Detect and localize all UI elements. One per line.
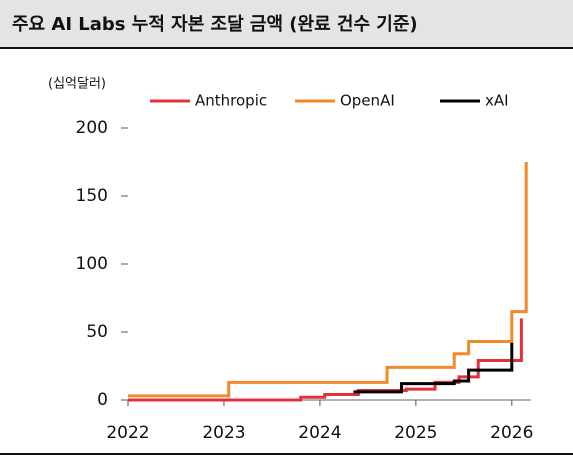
x-tick-label: 2023 <box>202 423 245 443</box>
step-line <box>353 342 514 394</box>
x-tick-label: 2025 <box>394 423 437 443</box>
y-tick-label: 100 <box>76 254 108 274</box>
legend-label: xAI <box>485 92 509 110</box>
y-tick-label: 200 <box>76 118 108 138</box>
title-bar <box>0 0 573 47</box>
legend-label: Anthropic <box>195 92 267 110</box>
y-tick-label: 0 <box>97 390 108 410</box>
chart-title: 주요 AI Labs 누적 자본 조달 금액 (완료 건수 기준) <box>12 14 418 35</box>
y-tick-label: 150 <box>76 186 108 206</box>
step-line <box>128 162 528 398</box>
x-tick-label: 2026 <box>490 423 533 443</box>
x-tick-label: 2022 <box>106 423 149 443</box>
legend-label: OpenAI <box>340 92 395 110</box>
x-tick-label: 2024 <box>298 423 341 443</box>
y-axis-label: (십억달러) <box>48 77 106 92</box>
step-line <box>128 318 523 402</box>
y-tick-label: 50 <box>86 322 108 342</box>
